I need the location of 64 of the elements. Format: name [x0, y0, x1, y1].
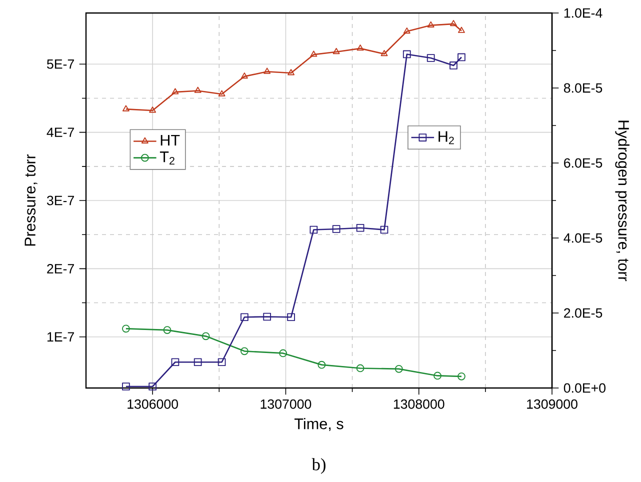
point	[194, 86, 202, 93]
legend-label: HT	[160, 134, 180, 146]
point	[148, 382, 157, 390]
point	[171, 358, 180, 366]
y2-tick-label: 8.0E-5	[564, 83, 602, 93]
point	[240, 72, 248, 79]
point	[122, 105, 130, 112]
y2-tick-label: 2.0E-5	[564, 308, 602, 318]
point	[332, 48, 340, 54]
x-tick-label: 1307000	[260, 399, 312, 409]
y-tick-label: 4E-7	[46, 128, 74, 137]
point	[458, 372, 466, 380]
point	[318, 360, 326, 369]
y2-axis-title: Hydrogen pressure, torr	[615, 120, 630, 282]
y-tick-label: 1E-7	[47, 332, 74, 342]
point	[394, 364, 403, 373]
y-tick-label: 3E-7	[46, 196, 74, 206]
point	[287, 313, 295, 322]
point	[332, 225, 340, 233]
point	[458, 26, 465, 33]
point	[380, 226, 388, 234]
point	[172, 88, 179, 94]
legend-label: H$_{2}$	[438, 131, 454, 144]
point	[356, 224, 364, 232]
point	[263, 312, 272, 321]
point	[240, 313, 248, 322]
point	[279, 349, 287, 358]
point	[403, 27, 410, 34]
point	[218, 90, 226, 96]
x-tick-label: 1309000	[527, 399, 578, 409]
point	[288, 69, 295, 76]
y-axis-title: Pressure, torr	[24, 154, 38, 246]
point	[149, 106, 156, 113]
point	[380, 50, 388, 56]
point	[264, 68, 271, 74]
y2-tick-label: 0.0E+0	[564, 383, 606, 393]
point	[434, 372, 442, 380]
y2-tick-label: 1.0E-4	[564, 8, 602, 18]
point	[218, 358, 226, 366]
legend-label: T$_{2}$	[160, 152, 174, 164]
point	[356, 44, 364, 51]
point	[122, 382, 130, 390]
text: b)	[312, 458, 326, 474]
y2-tick-label: 6.0E-5	[564, 158, 602, 168]
point	[450, 20, 457, 26]
point	[427, 21, 434, 28]
point	[310, 50, 318, 57]
point	[122, 324, 130, 333]
point	[458, 53, 466, 62]
point	[450, 62, 458, 70]
x-tick-label: 1306000	[128, 399, 178, 409]
point	[194, 358, 202, 366]
y2-tick-label: 4.0E-5	[564, 233, 602, 243]
point	[356, 364, 364, 372]
point	[163, 326, 172, 334]
point	[402, 50, 411, 58]
x-axis-title: Time, s	[294, 418, 344, 432]
point	[426, 54, 435, 62]
point	[240, 347, 248, 356]
point	[310, 226, 318, 234]
y-tick-label: 5E-7	[47, 59, 74, 69]
point	[202, 332, 210, 340]
y-tick-label: 2E-7	[47, 264, 74, 274]
x-tick-label: 1308000	[394, 399, 444, 409]
